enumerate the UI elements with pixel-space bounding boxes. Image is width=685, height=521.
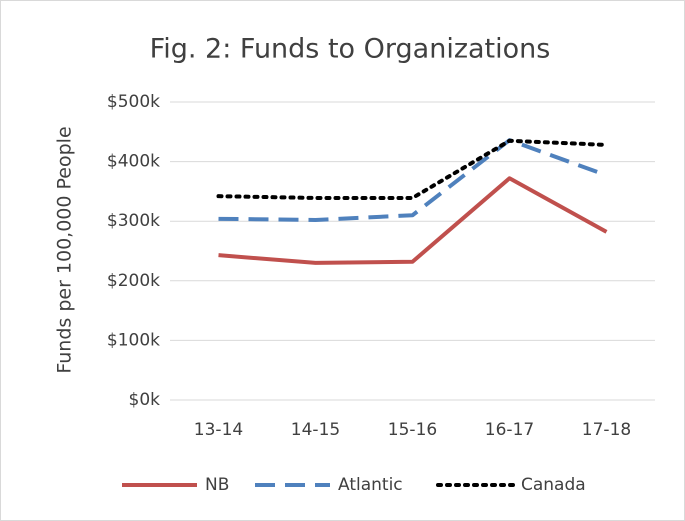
y-tick-label: $500k: [107, 92, 160, 112]
legend-label: Atlantic: [338, 475, 403, 495]
series-line: [218, 176, 608, 265]
series-line: [216, 138, 609, 200]
y-tick-label: $200k: [107, 271, 160, 291]
y-tick-label: $300k: [107, 211, 160, 231]
y-axis-label: Funds per 100,000 People: [54, 126, 76, 373]
x-tick-label: 17-18: [582, 420, 631, 440]
legend-label: NB: [205, 475, 229, 495]
legend-label: Canada: [521, 475, 586, 495]
x-tick-label: 15-16: [388, 420, 437, 440]
chart-title: Fig. 2: Funds to Organizations: [150, 34, 551, 65]
y-tick-label: $400k: [107, 152, 160, 172]
x-tick-label: 13-14: [194, 420, 243, 440]
y-tick-label: $100k: [107, 330, 160, 350]
x-tick-label: 14-15: [291, 420, 340, 440]
series-line: [218, 138, 608, 223]
y-tick-label: $0k: [129, 390, 161, 410]
x-tick-label: 16-17: [485, 420, 534, 440]
